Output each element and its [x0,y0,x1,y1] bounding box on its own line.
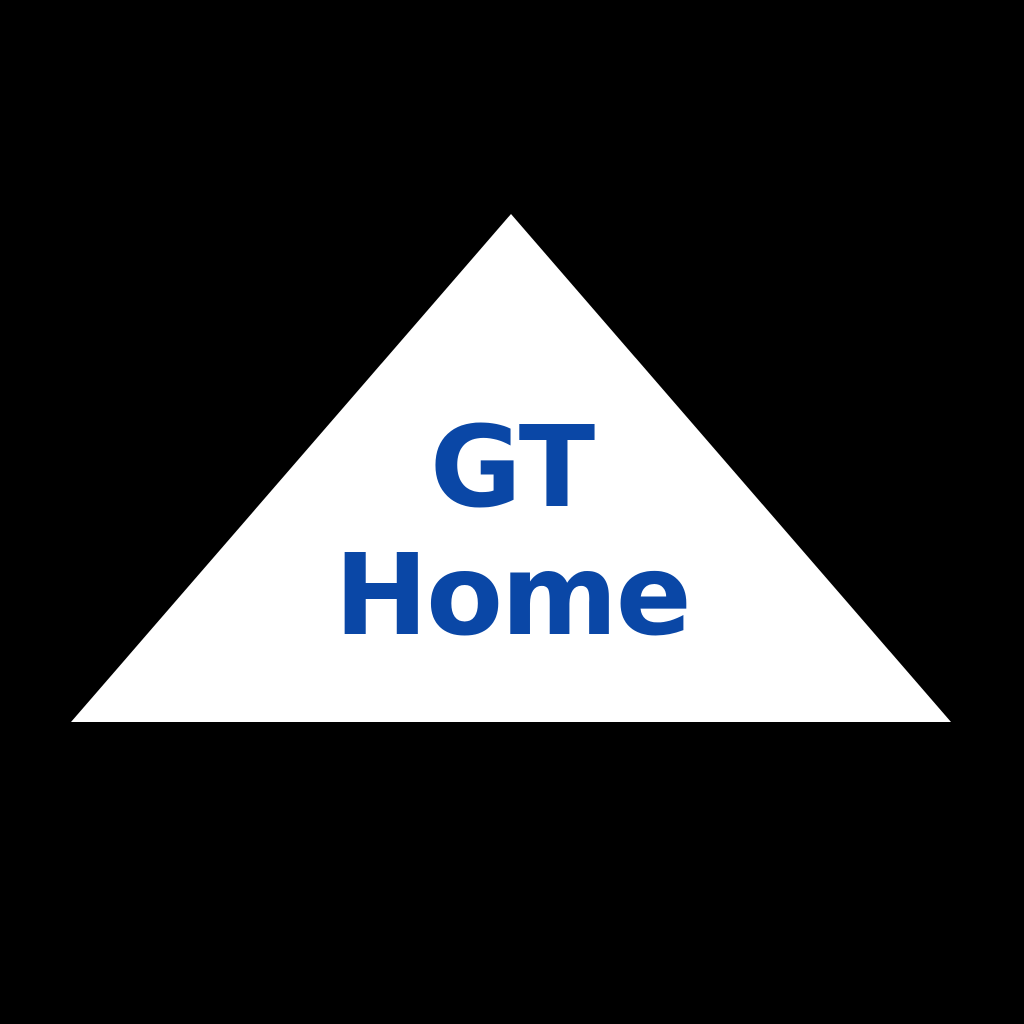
house-roof-triangle-icon [71,214,951,722]
logo-text-line-1: GT [429,403,595,533]
logo-text-line-2: Home [334,531,691,661]
